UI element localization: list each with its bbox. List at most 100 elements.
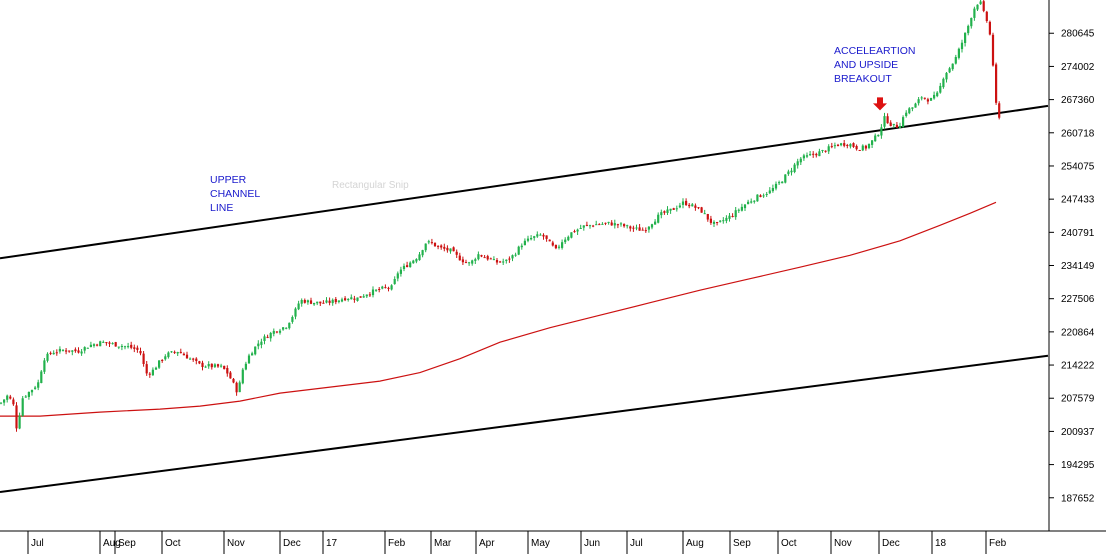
- candle-body: [960, 42, 964, 50]
- candle: [793, 162, 796, 174]
- candle: [297, 300, 300, 311]
- candle: [495, 258, 499, 265]
- candle: [719, 220, 722, 223]
- candle: [43, 358, 46, 374]
- candle: [328, 297, 331, 306]
- candle: [660, 209, 663, 219]
- candle: [111, 342, 114, 345]
- candle-body: [712, 221, 716, 224]
- candle-body: [241, 369, 244, 384]
- x-tick-label: 18: [935, 538, 947, 549]
- candle-body: [911, 107, 914, 109]
- candle: [688, 203, 691, 209]
- candle-body: [985, 11, 988, 21]
- candle: [743, 204, 747, 211]
- candle-body: [455, 251, 458, 255]
- candle: [697, 207, 700, 210]
- candle: [340, 297, 344, 303]
- upper-channel-line: [0, 104, 1049, 260]
- candle: [120, 344, 123, 351]
- candle-body: [576, 229, 579, 232]
- candle: [133, 344, 136, 353]
- candle: [861, 144, 864, 152]
- candle: [917, 97, 920, 106]
- candle-body: [127, 346, 130, 348]
- candle-body: [768, 190, 771, 194]
- candle: [514, 252, 517, 257]
- candle-body: [920, 97, 923, 99]
- candle: [108, 341, 111, 347]
- candle: [198, 360, 201, 365]
- candle-body: [864, 145, 867, 149]
- candle: [471, 259, 474, 266]
- candle-body: [294, 308, 297, 317]
- x-tick-label: Dec: [283, 538, 301, 549]
- candle-body: [30, 389, 34, 393]
- candle: [331, 298, 334, 306]
- candle-body: [418, 254, 421, 261]
- candle: [601, 222, 604, 225]
- candle-body: [158, 360, 161, 368]
- candle-body: [861, 145, 864, 151]
- candle-body: [818, 151, 821, 157]
- candle-body: [303, 300, 306, 303]
- candle: [914, 102, 917, 108]
- candle-body: [973, 8, 976, 18]
- candle: [34, 385, 37, 390]
- candle: [427, 239, 430, 245]
- candle-body: [933, 94, 936, 99]
- candle: [77, 347, 80, 354]
- candle: [576, 228, 579, 235]
- candle-body: [384, 287, 387, 289]
- candle-body: [111, 343, 114, 345]
- candle: [220, 363, 223, 368]
- candle-body: [61, 350, 65, 352]
- candle: [170, 351, 173, 353]
- candle-body: [774, 183, 778, 189]
- candle: [105, 342, 108, 346]
- candle-body: [520, 245, 523, 248]
- candle: [437, 245, 440, 250]
- candle-body: [443, 246, 446, 249]
- candle-body: [756, 194, 759, 202]
- candle-body: [914, 103, 917, 108]
- candle-body: [117, 346, 120, 348]
- candle-body: [846, 145, 849, 146]
- candle: [790, 167, 793, 176]
- candle: [929, 97, 933, 101]
- candle-body: [229, 372, 232, 379]
- candle: [409, 261, 412, 268]
- candle: [619, 222, 623, 227]
- candle-body: [976, 4, 979, 10]
- candle: [855, 144, 858, 151]
- candle-body: [176, 352, 179, 354]
- candle-body: [802, 155, 805, 159]
- candle-body: [151, 369, 154, 376]
- candle: [784, 174, 787, 184]
- candle: [275, 331, 278, 334]
- x-tick-label: Jun: [584, 538, 600, 549]
- upper-channel-label-line-1: UPPER: [210, 174, 247, 186]
- x-tick-label: Oct: [165, 538, 181, 549]
- candle-body: [489, 258, 492, 260]
- candle: [898, 122, 902, 129]
- candle-body: [765, 194, 768, 195]
- candle-body: [908, 108, 911, 114]
- candle: [130, 341, 133, 350]
- candle-body: [654, 221, 657, 225]
- candle-body: [635, 227, 638, 229]
- candle: [585, 221, 588, 227]
- candle: [80, 349, 83, 356]
- candle-body: [96, 344, 99, 346]
- candle: [238, 380, 241, 393]
- candle-body: [173, 351, 176, 353]
- candle-body: [849, 144, 852, 147]
- y-tick-label: 220864: [1061, 327, 1095, 338]
- candle: [703, 209, 706, 215]
- candle-body: [573, 231, 576, 233]
- breakout-label-line-1: ACCELEARTION: [834, 45, 916, 57]
- candle-body: [164, 356, 167, 360]
- candle-body: [632, 227, 635, 229]
